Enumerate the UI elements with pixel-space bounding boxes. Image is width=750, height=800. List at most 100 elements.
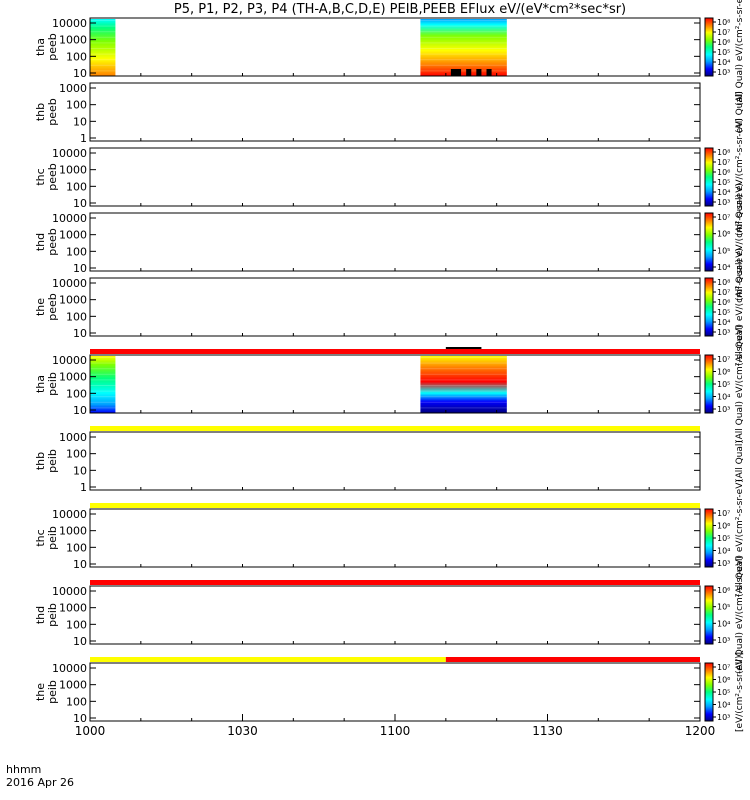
colorbar-label: (All Qual) eV/(cm²-s-sr-eV) <box>735 183 745 301</box>
colorbar-tick-label: 10⁶ <box>717 368 730 377</box>
y-axis-label: thc <box>34 529 47 546</box>
colorbar <box>704 662 714 722</box>
panel-frame <box>89 82 701 142</box>
energy-band <box>420 31 507 33</box>
y-axis-label: peeb <box>46 33 59 61</box>
y-tick-label: 10 <box>73 635 87 648</box>
colorbar-label: [eV/(cm²-s-sr-eV)] <box>735 652 745 732</box>
colorbar-tick-label: 10⁶ <box>717 676 730 685</box>
colorbar-tick-label: 10⁶ <box>717 586 730 595</box>
colorbar-tick-label: 10³ <box>717 405 730 414</box>
colorbar-label: (All Qual) eV/(cm²-s-sr-eV) <box>735 248 745 366</box>
quality-bar-segment <box>90 349 700 354</box>
colorbar-tick-label: 10⁵ <box>717 688 730 697</box>
y-tick-label: 1000 <box>59 34 87 47</box>
spectrogram-interval <box>90 356 116 413</box>
y-axis-label: peib <box>46 372 59 396</box>
energy-band <box>420 36 507 38</box>
colorbar-tick-label: 10³ <box>717 713 730 722</box>
y-tick-label: 100 <box>66 180 87 193</box>
y-axis-label: peib <box>46 603 59 627</box>
panel-tha-peib: 10 100 1000 10000 tha peib 10³ 10⁴ 10⁵ 10⁶ 10⁷ (All… <box>34 325 745 443</box>
panel-thb-peib: 1 10 100 1000 thb peib (All Qual) <box>34 426 745 494</box>
y-tick-label: 1 <box>80 481 87 494</box>
y-tick-label: 10 <box>73 558 87 571</box>
flag-mark <box>466 69 472 76</box>
colorbar-tick-label: 10³ <box>717 198 730 207</box>
y-tick-label: 10000 <box>52 147 87 160</box>
colorbar-tick-label: 10³ <box>717 636 730 645</box>
energy-band <box>420 64 507 66</box>
colorbar-tick-label: 10⁵ <box>717 48 730 57</box>
flag-mark <box>476 69 482 76</box>
energy-band <box>420 396 507 398</box>
quality-bar-segment <box>445 657 700 662</box>
colorbar-label: (All Qual) eV/(cm²-s-sr-eV) <box>735 325 745 443</box>
y-tick-label: 100 <box>66 618 87 631</box>
y-tick-label: 10 <box>73 327 87 340</box>
colorbar-tick-label: 10⁴ <box>717 188 730 197</box>
y-axis-label: peib <box>46 449 59 473</box>
colorbar-tick-label: 10⁵ <box>717 380 730 389</box>
y-tick-label: 10 <box>73 262 87 275</box>
colorbar-label: (All Qual) eV/(cm²-s-sr-eV) <box>735 0 745 106</box>
y-tick-label: 10000 <box>52 662 87 675</box>
y-axis-label: peeb <box>46 98 59 126</box>
energy-band <box>90 53 116 55</box>
energy-band <box>420 70 507 72</box>
energy-band <box>90 36 116 38</box>
colorbar-tick-label: 10⁷ <box>717 28 730 37</box>
flag-mark <box>486 69 492 76</box>
colorbar-label: (All Qual) <box>735 440 745 482</box>
x-tick-label: 1000 <box>75 724 106 738</box>
colorbar-label: (All Qual) eV/(cm²-s-sr-eV) <box>735 118 745 236</box>
y-axis-label: tha <box>34 375 47 393</box>
colorbar <box>704 17 714 77</box>
y-tick-label: 1000 <box>59 164 87 177</box>
y-axis-label: the <box>34 298 47 316</box>
spectrogram-interval <box>420 356 507 413</box>
y-tick-label: 100 <box>66 695 87 708</box>
energy-band <box>420 407 507 409</box>
quality-bar-segment <box>90 426 700 431</box>
y-tick-label: 100 <box>66 245 87 258</box>
energy-band <box>420 357 507 358</box>
y-axis-label: peeb <box>46 163 59 191</box>
y-axis-label: thb <box>34 103 47 121</box>
panel-frame <box>89 277 701 337</box>
colorbar-tick-label: 10⁵ <box>717 603 730 612</box>
y-tick-label: 10000 <box>52 17 87 30</box>
colorbar-tick-label: 10⁷ <box>717 213 730 222</box>
plot-title: P5, P1, P2, P3, P4 (TH-A,B,C,D,E) PEIB,P… <box>174 2 626 17</box>
energy-band <box>90 31 116 33</box>
energy-band <box>420 362 507 364</box>
energy-band <box>420 48 507 49</box>
energy-band <box>90 373 116 375</box>
x-tick-label: 1100 <box>380 724 411 738</box>
energy-band <box>90 396 116 398</box>
energy-band <box>90 385 116 386</box>
energy-band <box>90 59 116 61</box>
energy-band <box>90 70 116 72</box>
colorbar-tick-label: 10⁴ <box>717 393 730 402</box>
energy-band <box>420 42 507 44</box>
panel-frame <box>89 431 701 491</box>
y-axis-label: peeb <box>46 293 59 321</box>
colorbar-tick-label: 10⁸ <box>717 148 730 157</box>
colorbar-tick-label: 10⁴ <box>717 619 730 628</box>
x-axis-units-label: hhmm <box>6 763 41 776</box>
colorbar-label: (All Qual) eV/(cm²-s-sr-eV) <box>735 556 745 674</box>
y-axis-label: peib <box>46 680 59 704</box>
y-tick-label: 10 <box>73 115 87 128</box>
colorbar-tick-label: 10⁸ <box>717 278 730 287</box>
energy-band <box>90 42 116 44</box>
y-tick-label: 10000 <box>52 585 87 598</box>
energy-band <box>90 362 116 364</box>
colorbar-tick-label: 10⁷ <box>717 288 730 297</box>
energy-band <box>90 20 116 21</box>
colorbar-tick-label: 10³ <box>717 68 730 77</box>
y-tick-label: 1000 <box>59 525 87 538</box>
